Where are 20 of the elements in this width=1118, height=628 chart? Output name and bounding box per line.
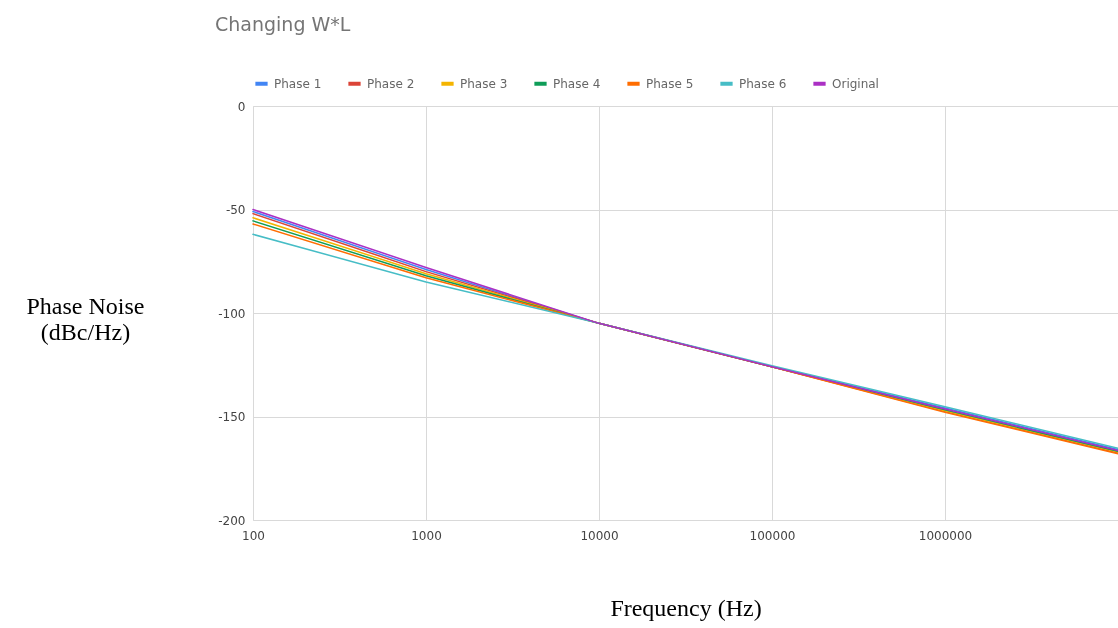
y-tick-label: -150 [218,410,246,424]
legend-label: Phase 3 [460,76,508,91]
legend-label: Phase 1 [274,76,322,91]
x-tick-label: 1000 [411,528,442,543]
x-axis-title: Frequency (Hz) [610,594,762,621]
x-tick-label: 100 [242,528,265,543]
legend-label: Phase 2 [367,76,415,91]
x-tick-label: 10000 [580,528,619,543]
y-tick-label: -100 [218,306,246,321]
y-tick-label: 0 [237,99,246,114]
y-tick-label: -50 [225,203,246,217]
y-tick-label: -200 [218,513,246,528]
legend-label: Phase 4 [553,76,601,91]
legend-label: Phase 6 [739,76,787,91]
x-tick-label: 1000000 [918,528,973,543]
legend-label: Phase 5 [646,76,694,91]
y-axis-title: Phase Noise (dBc/Hz) [26,292,145,345]
legend-label: Original [832,76,879,91]
chart-title: Changing W*L [215,13,351,35]
x-tick-label: 100000 [749,528,796,543]
